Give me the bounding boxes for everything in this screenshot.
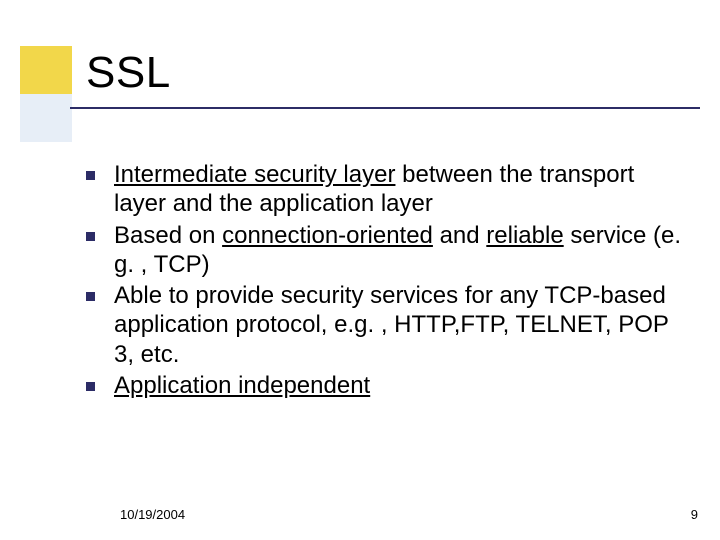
bullet-icon [86, 221, 114, 241]
title-accent-bottom [20, 94, 72, 142]
list-item-text: Able to provide security services for an… [114, 281, 688, 369]
footer-date: 10/19/2004 [120, 507, 185, 522]
plain-text: and [433, 222, 486, 249]
underline-text: Intermediate security layer [114, 161, 395, 188]
list-item: Based on connection-oriented and reliabl… [86, 221, 688, 280]
list-item-text: Application independent [114, 371, 370, 400]
plain-text: Able to provide security services for an… [114, 282, 668, 368]
list-item-text: Intermediate security layer between the … [114, 160, 688, 219]
underline-text: reliable [486, 222, 563, 249]
footer-page-number: 9 [691, 507, 698, 522]
bullet-icon [86, 371, 114, 391]
body-content: Intermediate security layer between the … [86, 160, 688, 402]
underline-text: Application independent [114, 372, 370, 399]
list-item: Intermediate security layer between the … [86, 160, 688, 219]
bullet-icon [86, 160, 114, 180]
title-accent-top [20, 46, 72, 94]
list-item-text: Based on connection-oriented and reliabl… [114, 221, 688, 280]
slide: SSL Intermediate security layer between … [0, 0, 720, 540]
underline-text: connection-oriented [222, 222, 433, 249]
slide-title: SSL [86, 48, 171, 98]
plain-text: Based on [114, 222, 222, 249]
list-item: Application independent [86, 371, 688, 400]
list-item: Able to provide security services for an… [86, 281, 688, 369]
title-underline-rule [70, 107, 700, 109]
bullet-icon [86, 281, 114, 301]
